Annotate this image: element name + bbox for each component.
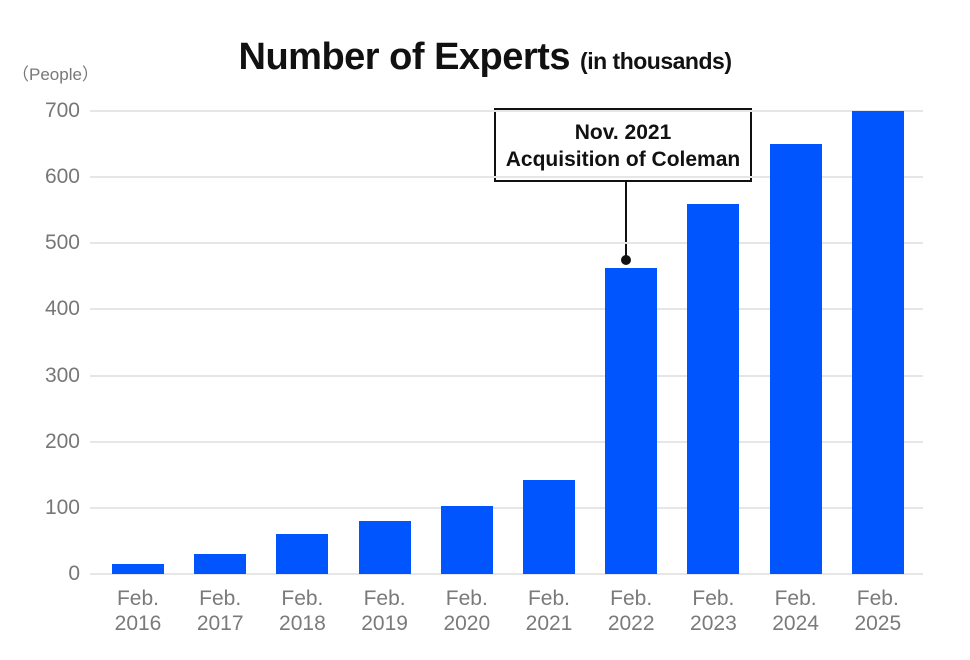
x-tick-label: Feb. 2019 — [340, 586, 430, 636]
y-tick-label: 600 — [44, 165, 80, 189]
bar-feb-2024 — [769, 144, 822, 574]
gridline — [90, 176, 923, 179]
annotation-callout: Nov. 2021 Acquisition of Coleman — [494, 108, 752, 182]
x-tick-label: Feb. 2022 — [586, 586, 676, 636]
bar-feb-2017 — [194, 554, 247, 574]
x-tick-label: Feb. 2017 — [175, 586, 265, 636]
x-tick-label-year: 2022 — [607, 612, 655, 635]
chart-title-main: Number of Experts — [238, 36, 571, 78]
x-tick-label: Feb. 2020 — [422, 586, 512, 636]
chart-title: Number of Experts (in thousands) — [0, 36, 970, 79]
y-tick-label: 200 — [44, 429, 80, 453]
annotation-dot-marker — [621, 255, 631, 265]
x-tick-label: Feb. 2016 — [93, 586, 183, 636]
gridline — [90, 573, 923, 575]
x-tick-label-month: Feb. — [692, 587, 735, 610]
chart-subtitle: (in thousands) — [580, 48, 732, 74]
x-tick-label-month: Feb. — [116, 587, 160, 610]
y-tick-label: 500 — [44, 231, 80, 255]
x-tick-label-year: 2024 — [772, 612, 819, 635]
x-tick-label-month: Feb. — [610, 587, 653, 610]
gridline — [90, 308, 923, 311]
y-tick-label: 300 — [44, 363, 80, 387]
x-tick-label-month: Feb. — [281, 587, 324, 610]
gridline — [90, 110, 923, 112]
bar-feb-2021 — [523, 480, 575, 574]
bar-feb-2022 — [605, 267, 658, 574]
gridline — [90, 506, 923, 509]
x-tick-label-year: 2018 — [279, 612, 326, 635]
gridline — [90, 374, 923, 377]
x-tick-label-year: 2016 — [114, 612, 162, 635]
bar-feb-2025 — [851, 111, 904, 574]
x-tick-label-month: Feb. — [856, 587, 899, 610]
y-tick-label: 700 — [44, 99, 80, 122]
x-tick-label: Feb. 2021 — [504, 586, 594, 636]
y-tick-label: 0 — [68, 562, 80, 585]
gridline — [90, 440, 923, 443]
x-tick-label: Feb. 2018 — [257, 586, 347, 636]
x-tick-label: Feb. 2023 — [668, 586, 758, 636]
bar-feb-2023 — [687, 203, 740, 574]
bar-feb-2018 — [276, 534, 329, 574]
y-axis-unit-label: （People） — [12, 65, 99, 84]
x-tick-label-year: 2025 — [854, 612, 902, 635]
x-tick-label: Feb. 2025 — [833, 586, 923, 636]
annotation-line-2: Acquisition of Coleman — [505, 148, 741, 171]
x-tick-label-year: 2021 — [525, 612, 573, 635]
x-tick-label-month: Feb. — [527, 587, 571, 610]
y-tick-label: 100 — [44, 495, 80, 519]
x-tick-label-year: 2020 — [443, 612, 491, 635]
x-tick-label-month: Feb. — [774, 587, 817, 610]
x-tick-label-year: 2023 — [690, 612, 737, 635]
bar-feb-2020 — [440, 505, 493, 574]
annotation-line-1: Nov. 2021 — [574, 121, 672, 144]
x-tick-label-year: 2017 — [196, 612, 244, 635]
x-tick-label-month: Feb. — [199, 587, 242, 610]
x-tick-label: Feb. 2024 — [751, 586, 841, 636]
x-tick-label-month: Feb. — [445, 587, 488, 610]
gridline — [90, 242, 923, 245]
y-tick-label: 400 — [44, 297, 80, 321]
bar-feb-2016 — [112, 564, 164, 574]
x-tick-label-year: 2019 — [361, 612, 408, 635]
bar-feb-2019 — [358, 521, 411, 574]
x-tick-label-month: Feb. — [363, 587, 406, 610]
annotation-leader-line — [625, 182, 627, 260]
